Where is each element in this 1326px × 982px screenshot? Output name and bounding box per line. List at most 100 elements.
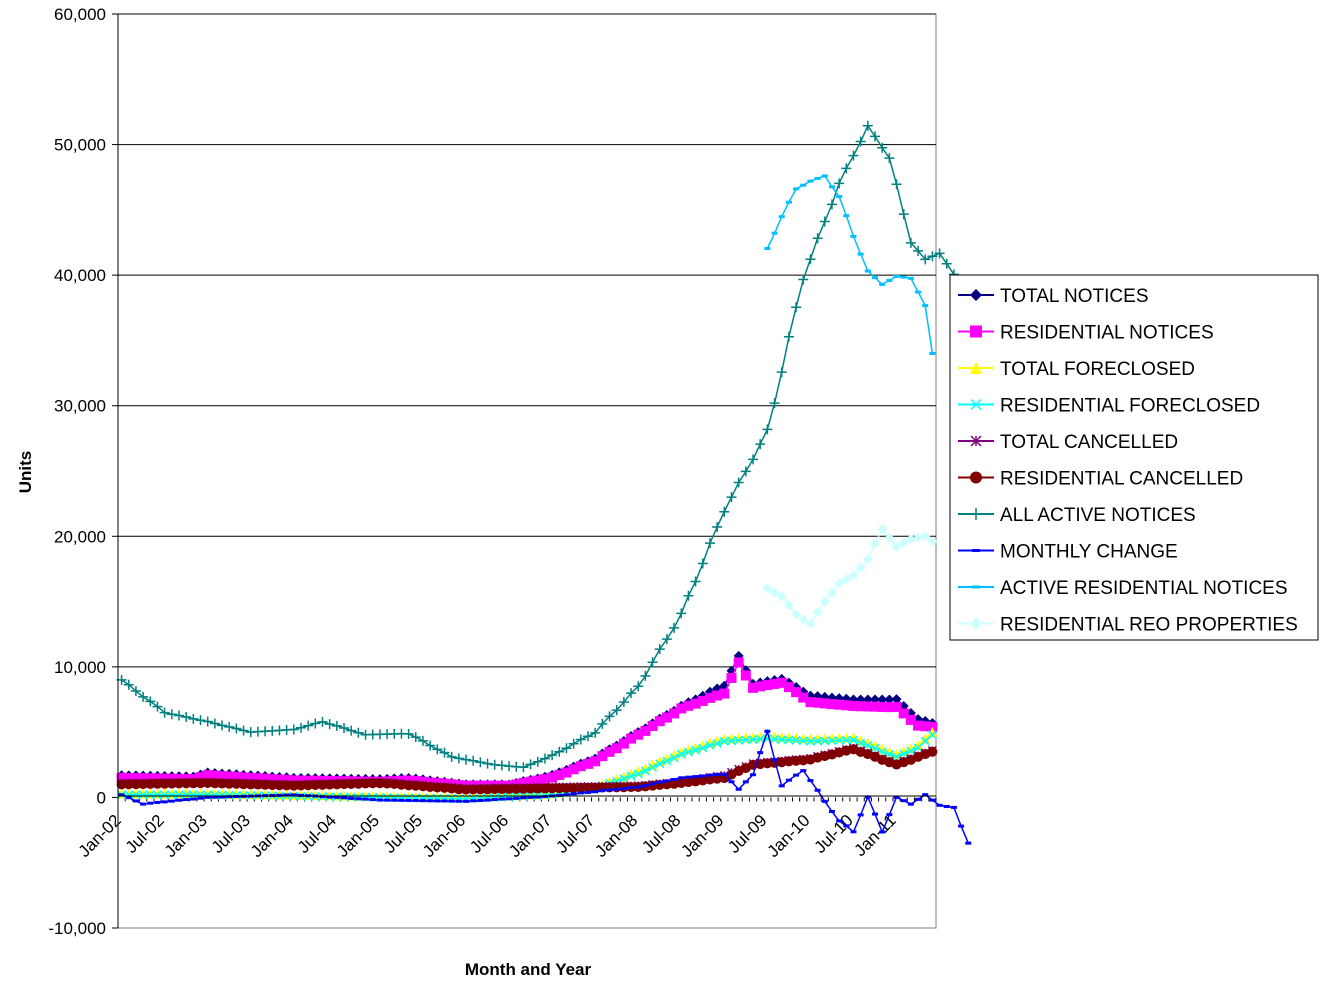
legend-label: TOTAL FORECLOSED (1000, 359, 1195, 380)
data-point (376, 798, 383, 802)
data-point (740, 670, 751, 681)
data-point (233, 795, 240, 799)
data-point (532, 783, 543, 794)
data-point (769, 587, 780, 598)
data-point (260, 773, 271, 784)
data-point (346, 725, 357, 736)
data-point (123, 779, 134, 790)
data-point (834, 578, 845, 589)
data-point (663, 779, 670, 783)
data-point (826, 587, 837, 598)
data-point (468, 755, 479, 766)
data-point (592, 790, 599, 794)
data-point (841, 574, 852, 585)
data-point (245, 772, 256, 783)
data-point (929, 798, 936, 802)
y-axis: -10,000 0 10,000 20,000 30,000 40,000 50,000 60… (48, 5, 118, 938)
data-point (518, 777, 529, 788)
data-point (762, 583, 773, 594)
data-point (166, 778, 177, 789)
data-point (740, 466, 751, 477)
data-point (970, 617, 982, 630)
data-point (626, 733, 637, 744)
data-point (353, 727, 364, 738)
data-point (770, 734, 780, 744)
data-point (800, 769, 807, 773)
data-point (597, 751, 608, 762)
data-point (217, 771, 228, 782)
data-point (877, 523, 888, 534)
data-point (123, 679, 134, 690)
data-point (913, 720, 924, 731)
data-point (626, 771, 636, 781)
data-point (913, 532, 924, 543)
data-point (167, 790, 177, 800)
data-point (303, 780, 314, 791)
data-point (582, 782, 593, 793)
data-point (706, 773, 713, 777)
data-point (970, 508, 982, 520)
data-point (231, 778, 242, 789)
data-point (855, 735, 866, 746)
data-point (891, 179, 902, 190)
data-point (145, 696, 156, 707)
data-point (862, 554, 873, 565)
data-point (784, 735, 794, 745)
data-point (812, 233, 823, 244)
data-point (820, 736, 830, 746)
data-point (972, 585, 980, 589)
data-point (461, 754, 472, 765)
data-point (238, 772, 249, 783)
data-point (468, 784, 479, 795)
data-point (611, 743, 622, 754)
data-point (310, 718, 321, 729)
y-tick-label: 10,000 (54, 658, 106, 677)
data-point (778, 784, 785, 788)
data-point (705, 740, 715, 750)
data-point (870, 701, 881, 712)
data-point (834, 735, 844, 745)
data-point (283, 793, 290, 797)
data-point (231, 723, 242, 734)
data-point (561, 783, 572, 794)
data-point (791, 755, 802, 766)
data-point (733, 477, 744, 488)
data-point (927, 251, 938, 262)
data-point (898, 209, 909, 220)
data-point (525, 783, 536, 794)
data-point (412, 799, 419, 803)
data-point (195, 715, 206, 726)
data-point (762, 424, 773, 435)
data-point (633, 729, 644, 740)
data-point (570, 792, 577, 796)
data-point (554, 783, 565, 794)
data-point (224, 721, 235, 732)
data-point (181, 778, 192, 789)
data-point (891, 694, 902, 705)
data-point (783, 756, 794, 767)
data-point (769, 678, 780, 689)
data-point (152, 773, 163, 784)
data-point (346, 778, 357, 789)
data-point (662, 756, 672, 766)
data-point (872, 276, 879, 280)
data-point (719, 688, 730, 699)
data-point (864, 795, 871, 799)
data-point (819, 216, 830, 227)
data-point (726, 672, 737, 683)
data-point (219, 795, 226, 799)
data-point (934, 248, 945, 259)
data-point (750, 773, 757, 777)
data-point (116, 779, 127, 790)
data-point (870, 740, 881, 751)
data-point (850, 830, 857, 834)
data-point (884, 532, 895, 543)
data-point (575, 782, 586, 793)
data-point (138, 691, 149, 702)
data-point (870, 131, 881, 142)
data-point (290, 793, 297, 797)
data-point (927, 721, 938, 732)
data-point (906, 746, 916, 756)
data-point (405, 798, 412, 802)
data-point (791, 687, 802, 698)
